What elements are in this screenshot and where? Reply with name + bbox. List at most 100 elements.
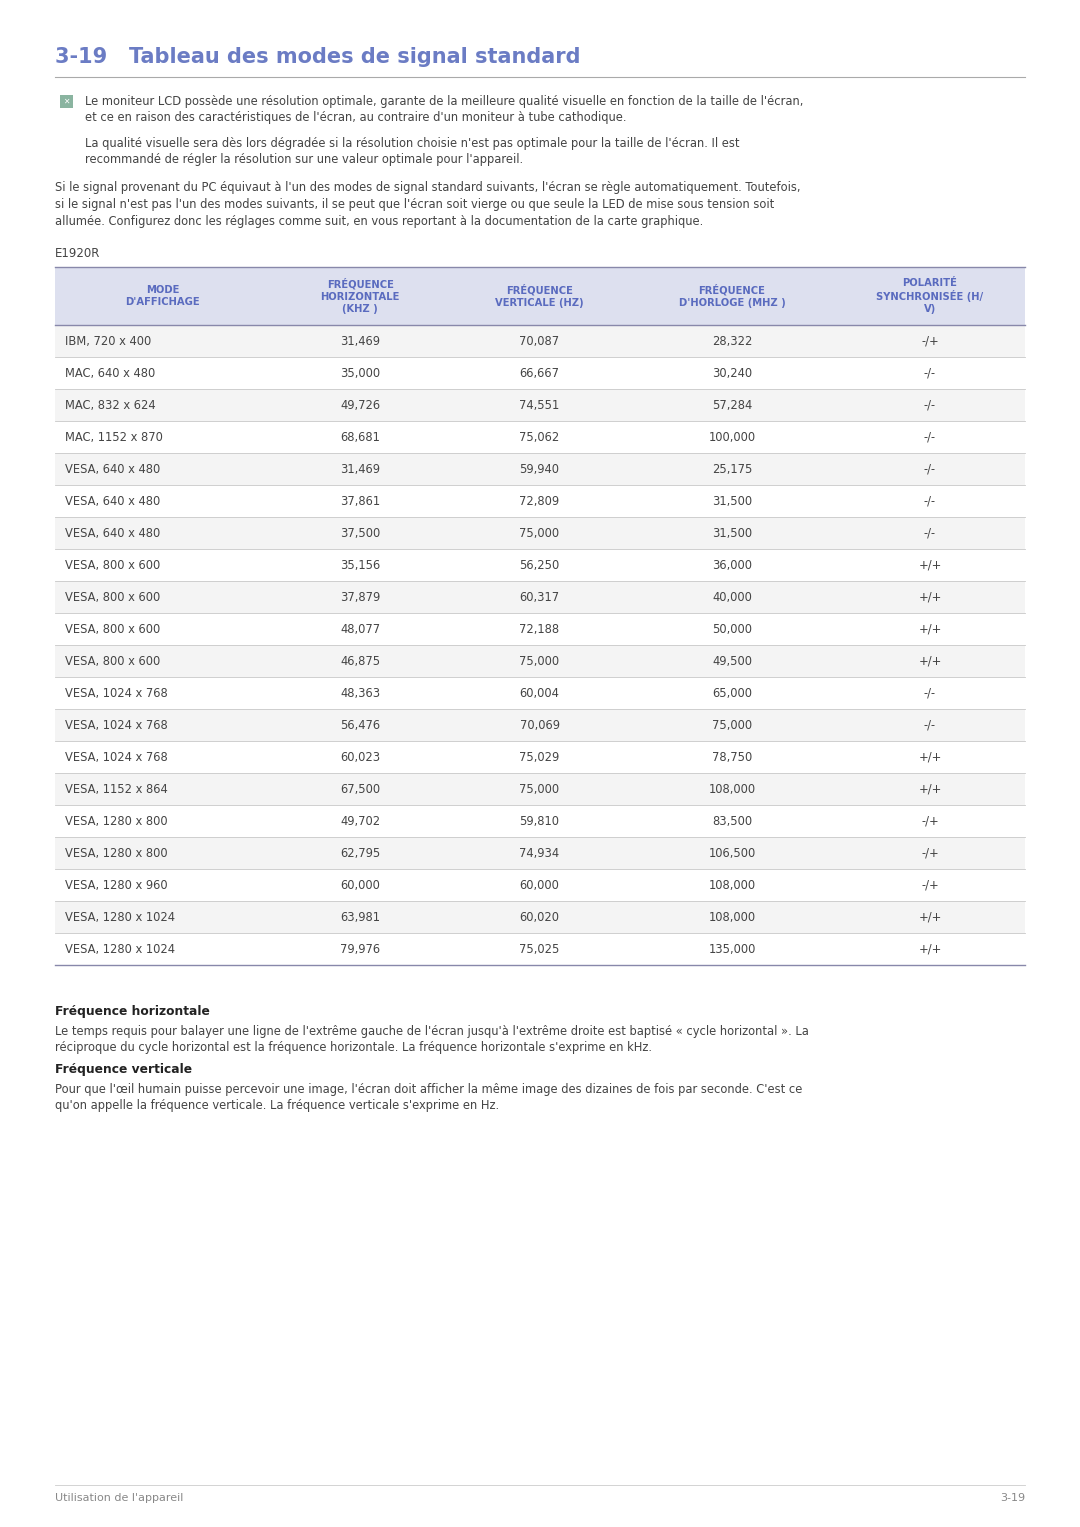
Bar (55, 644, 1025, 676)
Text: Si le signal provenant du PC équivaut à l'un des modes de signal standard suivan: Si le signal provenant du PC équivaut à … (55, 182, 800, 194)
Text: 37,500: 37,500 (340, 527, 380, 539)
Text: -/-: -/- (923, 687, 936, 699)
Text: et ce en raison des caractéristiques de l'écran, au contraire d'un moniteur à tu: et ce en raison des caractéristiques de … (85, 111, 626, 124)
Bar (55, 389, 1025, 421)
Text: VESA, 1024 x 768: VESA, 1024 x 768 (65, 719, 167, 731)
Text: Fréquence verticale: Fréquence verticale (55, 1063, 192, 1077)
Text: VESA, 800 x 600: VESA, 800 x 600 (65, 623, 160, 635)
Text: IBM, 720 x 400: IBM, 720 x 400 (65, 334, 151, 348)
Text: 106,500: 106,500 (708, 846, 756, 860)
Bar (60, 95, 73, 108)
Bar (55, 267, 1025, 325)
Text: 63,981: 63,981 (340, 910, 380, 924)
Text: La qualité visuelle sera dès lors dégradée si la résolution choisie n'est pas op: La qualité visuelle sera dès lors dégrad… (85, 137, 740, 150)
Text: 49,702: 49,702 (340, 814, 380, 828)
Text: +/+: +/+ (918, 942, 942, 956)
Text: -/+: -/+ (921, 878, 939, 892)
Text: VESA, 1280 x 1024: VESA, 1280 x 1024 (65, 910, 175, 924)
Text: 108,000: 108,000 (708, 878, 756, 892)
Text: -/-: -/- (923, 399, 936, 411)
Bar (55, 612, 1025, 644)
Text: 37,879: 37,879 (340, 591, 380, 603)
Text: VESA, 1152 x 864: VESA, 1152 x 864 (65, 782, 167, 796)
Text: 74,934: 74,934 (519, 846, 559, 860)
Text: 74,551: 74,551 (519, 399, 559, 411)
Text: -/+: -/+ (921, 814, 939, 828)
Text: VESA, 1024 x 768: VESA, 1024 x 768 (65, 687, 167, 699)
Bar (55, 454, 1025, 486)
Text: 49,726: 49,726 (340, 399, 380, 411)
Text: 48,077: 48,077 (340, 623, 380, 635)
Text: VESA, 1280 x 960: VESA, 1280 x 960 (65, 878, 167, 892)
Text: VESA, 800 x 600: VESA, 800 x 600 (65, 591, 160, 603)
Text: 65,000: 65,000 (712, 687, 752, 699)
Text: 60,317: 60,317 (519, 591, 559, 603)
Text: 70,087: 70,087 (519, 334, 559, 348)
Text: VESA, 640 x 480: VESA, 640 x 480 (65, 495, 160, 507)
Text: 79,976: 79,976 (340, 942, 380, 956)
Text: MAC, 832 x 624: MAC, 832 x 624 (65, 399, 156, 411)
Bar (55, 741, 1025, 773)
Text: 36,000: 36,000 (712, 559, 752, 571)
Text: Le moniteur LCD possède une résolution optimale, garante de la meilleure qualité: Le moniteur LCD possède une résolution o… (85, 95, 804, 108)
Text: 31,500: 31,500 (712, 527, 752, 539)
Text: FRÉQUENCE
VERTICALE (HZ): FRÉQUENCE VERTICALE (HZ) (496, 284, 584, 308)
Text: 50,000: 50,000 (712, 623, 752, 635)
Text: recommandé de régler la résolution sur une valeur optimale pour l'appareil.: recommandé de régler la résolution sur u… (85, 153, 523, 166)
Bar (55, 709, 1025, 741)
Bar (55, 325, 1025, 357)
Text: VESA, 640 x 480: VESA, 640 x 480 (65, 463, 160, 475)
Text: 78,750: 78,750 (712, 750, 752, 764)
Text: VESA, 1280 x 800: VESA, 1280 x 800 (65, 846, 167, 860)
Bar (55, 773, 1025, 805)
Text: 3-19: 3-19 (1000, 1493, 1025, 1503)
Text: 37,861: 37,861 (340, 495, 380, 507)
Bar (55, 357, 1025, 389)
Text: 35,156: 35,156 (340, 559, 380, 571)
Text: FRÉQUENCE
HORIZONTALE
(KHZ ): FRÉQUENCE HORIZONTALE (KHZ ) (321, 278, 400, 313)
Text: 100,000: 100,000 (708, 431, 756, 443)
Text: VESA, 800 x 600: VESA, 800 x 600 (65, 655, 160, 667)
Text: 70,069: 70,069 (519, 719, 559, 731)
Text: -/-: -/- (923, 366, 936, 380)
Text: 46,875: 46,875 (340, 655, 380, 667)
Bar (55, 550, 1025, 580)
Text: MAC, 640 x 480: MAC, 640 x 480 (65, 366, 156, 380)
Text: MODE
D'AFFICHAGE: MODE D'AFFICHAGE (125, 286, 200, 307)
Text: réciproque du cycle horizontal est la fréquence horizontale. La fréquence horizo: réciproque du cycle horizontal est la fr… (55, 1041, 652, 1054)
Text: 75,025: 75,025 (519, 942, 559, 956)
Text: 75,000: 75,000 (519, 782, 559, 796)
Bar (55, 518, 1025, 550)
Text: 28,322: 28,322 (712, 334, 753, 348)
Text: -/-: -/- (923, 527, 936, 539)
Text: +/+: +/+ (918, 782, 942, 796)
Text: E1920R: E1920R (55, 247, 100, 260)
Text: 60,000: 60,000 (519, 878, 559, 892)
Bar (55, 901, 1025, 933)
Text: 31,500: 31,500 (712, 495, 752, 507)
Text: si le signal n'est pas l'un des modes suivants, il se peut que l'écran soit vier: si le signal n'est pas l'un des modes su… (55, 199, 774, 211)
Text: 56,250: 56,250 (519, 559, 559, 571)
Text: Pour que l'œil humain puisse percevoir une image, l'écran doit afficher la même : Pour que l'œil humain puisse percevoir u… (55, 1083, 802, 1096)
Text: 49,500: 49,500 (712, 655, 752, 667)
Bar (55, 421, 1025, 454)
Text: +/+: +/+ (918, 910, 942, 924)
Bar (55, 837, 1025, 869)
Text: 60,000: 60,000 (340, 878, 380, 892)
Text: 25,175: 25,175 (712, 463, 753, 475)
Text: 72,809: 72,809 (519, 495, 559, 507)
Text: 67,500: 67,500 (340, 782, 380, 796)
Text: -/+: -/+ (921, 846, 939, 860)
Text: VESA, 1280 x 800: VESA, 1280 x 800 (65, 814, 167, 828)
Text: 59,940: 59,940 (519, 463, 559, 475)
Text: 66,667: 66,667 (519, 366, 559, 380)
Text: +/+: +/+ (918, 655, 942, 667)
Text: 60,023: 60,023 (340, 750, 380, 764)
Text: 75,062: 75,062 (519, 431, 559, 443)
Text: qu'on appelle la fréquence verticale. La fréquence verticale s'exprime en Hz.: qu'on appelle la fréquence verticale. La… (55, 1099, 499, 1112)
Text: 68,681: 68,681 (340, 431, 380, 443)
Text: POLARITÉ
SYNCHRONISÉE (H/
V): POLARITÉ SYNCHRONISÉE (H/ V) (876, 278, 984, 315)
Text: ✕: ✕ (64, 98, 70, 105)
Text: -/-: -/- (923, 463, 936, 475)
Text: +/+: +/+ (918, 750, 942, 764)
